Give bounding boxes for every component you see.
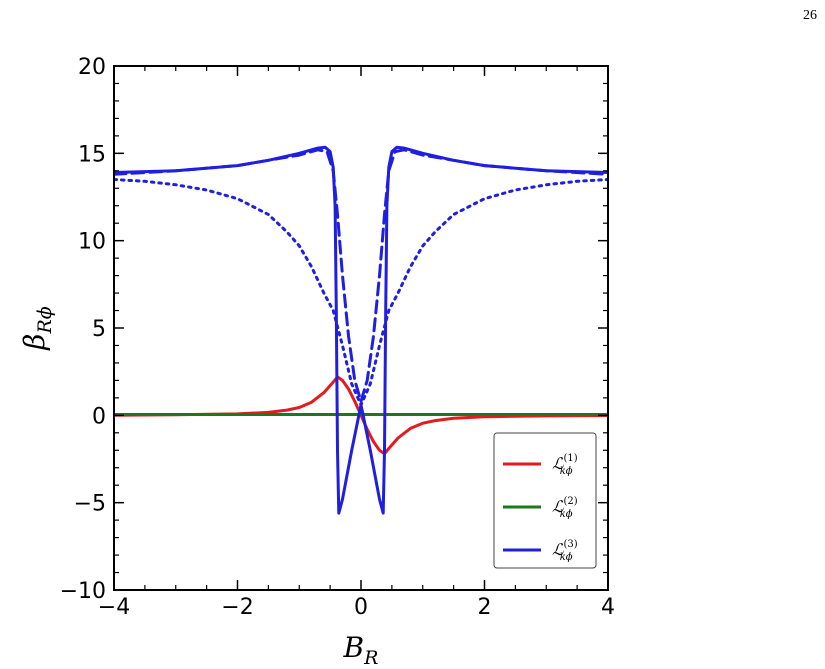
x-tick-label: −2	[221, 595, 253, 620]
series-line-5	[114, 178, 608, 407]
x-axis-label: BR	[343, 631, 379, 669]
y-tick-label: 5	[92, 317, 106, 342]
series-line-4	[114, 148, 608, 403]
x-tick-label: 0	[354, 595, 368, 620]
y-tick-label: 10	[78, 230, 106, 255]
legend-label: ℒ(3) kϕ	[552, 539, 578, 563]
legend-label: ℒ(1) kϕ	[552, 453, 578, 477]
y-axis-label: βRϕ	[18, 306, 56, 350]
legend: ℒ(1) kϕ ℒ(2) kϕ ℒ(3) kϕ	[493, 432, 597, 569]
y-tick-label: 0	[92, 404, 106, 429]
x-tick-label: −4	[98, 595, 130, 620]
series-layer	[114, 145, 608, 515]
y-tick-label: −5	[74, 492, 106, 517]
legend-label: ℒ(2) kϕ	[552, 496, 578, 520]
y-tick-label: 15	[78, 142, 106, 167]
legend-box	[493, 432, 597, 569]
ticks-layer	[113, 65, 609, 591]
x-tick-label: 4	[601, 595, 615, 620]
x-tick-label: 2	[478, 595, 492, 620]
labels-layer: −4 −2 0 2 4 −10 −5 0 5 10 15 20 BR βRϕ	[18, 55, 615, 669]
page-number: 26	[803, 8, 817, 23]
y-tick-label: −10	[60, 579, 106, 604]
y-tick-label: 20	[78, 55, 106, 80]
